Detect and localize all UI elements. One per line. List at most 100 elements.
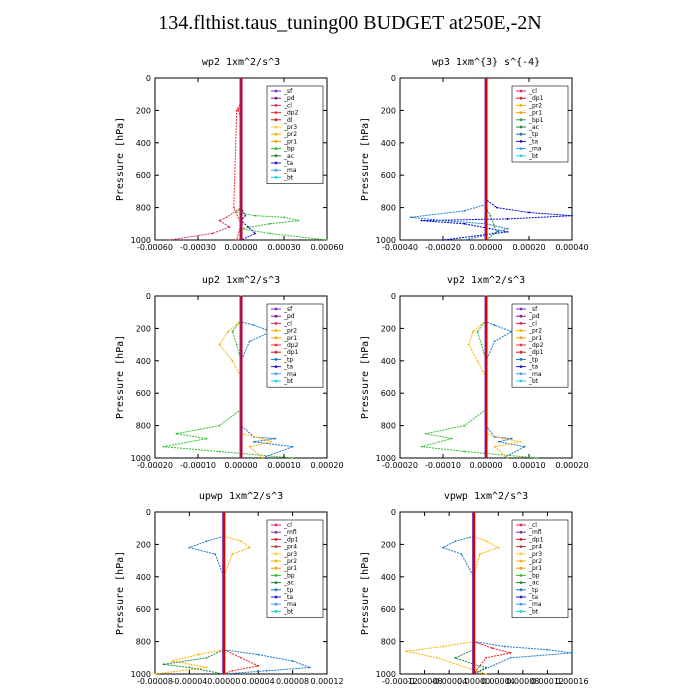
y-tick-label: 0 bbox=[146, 74, 151, 83]
legend-marker bbox=[519, 329, 523, 332]
chart-panel-3: up2 1xm^2/s^3 0 200 400 600 800 1000-0.00020 -0… bbox=[115, 275, 344, 470]
y-tick-label: 1000 bbox=[376, 454, 396, 463]
legend-entry: _pr1 bbox=[283, 335, 297, 342]
series-point bbox=[485, 673, 487, 675]
series-line-pr1 bbox=[218, 296, 273, 459]
y-tick-label: 200 bbox=[381, 106, 396, 115]
series-point bbox=[205, 666, 208, 669]
x-tick-label: 0.00016 bbox=[555, 677, 588, 686]
series-point bbox=[235, 239, 238, 241]
series-point bbox=[495, 206, 498, 209]
legend-entry: _pr2 bbox=[528, 102, 542, 109]
legend-entry: _bt bbox=[528, 608, 539, 615]
y-tick-label: 400 bbox=[381, 573, 396, 582]
legend-marker bbox=[274, 154, 278, 158]
legend-marker bbox=[274, 365, 278, 368]
legend-entry: _dp2 bbox=[283, 342, 299, 349]
x-tick-label: -0.00040 bbox=[382, 243, 418, 252]
series-point bbox=[510, 437, 513, 440]
series-point bbox=[231, 553, 234, 556]
legend-entry: _bp bbox=[283, 572, 295, 579]
legend-entry: _ta bbox=[528, 594, 538, 601]
series-point bbox=[308, 666, 311, 669]
y-tick-label: 400 bbox=[381, 357, 396, 366]
legend-entry: _ac bbox=[283, 580, 294, 587]
x-tick-label: 0.00004 bbox=[482, 677, 515, 686]
y-tick-label: 1000 bbox=[376, 670, 396, 679]
legend-marker bbox=[274, 588, 278, 592]
series-point bbox=[254, 232, 257, 235]
legend-entry: _dp2 bbox=[283, 110, 299, 117]
y-tick-label: 600 bbox=[381, 389, 396, 398]
legend-marker bbox=[274, 595, 278, 599]
series-point bbox=[205, 656, 208, 659]
series-point bbox=[253, 324, 255, 327]
y-tick-label: 0 bbox=[391, 292, 396, 301]
legend-marker bbox=[519, 610, 523, 613]
legend-marker bbox=[274, 329, 278, 332]
legend-marker bbox=[274, 343, 278, 347]
x-tick-label: -0.00010 bbox=[180, 461, 216, 470]
x-tick-label: 0.00004 bbox=[242, 677, 275, 686]
x-tick-label: 0.00010 bbox=[512, 461, 545, 470]
legend-entry: _pr2 bbox=[283, 558, 297, 565]
legend-entry: _ta bbox=[528, 138, 538, 145]
series-point bbox=[493, 340, 496, 343]
x-tick-label: -0.00004 bbox=[171, 677, 207, 686]
x-tick-label: 0.00020 bbox=[512, 243, 545, 252]
y-tick-label: 200 bbox=[381, 540, 396, 549]
chart-panel-5: upwp 1xm^2/s^3 0 200 400 600 800 1000-0.00008-… bbox=[115, 491, 344, 686]
x-tick-label: -0.00030 bbox=[180, 243, 216, 252]
legend-marker bbox=[519, 588, 523, 592]
legend-entry: _cl bbox=[528, 320, 537, 327]
x-tick-label: -0.00010 bbox=[425, 461, 461, 470]
legend-marker bbox=[274, 530, 278, 534]
legend-entry: _tp bbox=[283, 356, 293, 363]
legend-entry: _tp bbox=[528, 131, 538, 138]
legend-marker bbox=[519, 365, 523, 368]
series-line-ac bbox=[485, 78, 498, 241]
x-tick-label: -0.00008 bbox=[407, 677, 443, 686]
legend-entry: _dp1 bbox=[528, 95, 544, 102]
y-axis-label: Pressure [hPa] bbox=[115, 117, 126, 201]
x-tick-label: -0.00060 bbox=[137, 243, 173, 252]
legend-entry: _pr1 bbox=[283, 138, 297, 145]
legend-entry: _cl bbox=[283, 102, 292, 109]
legend-marker bbox=[274, 566, 278, 570]
legend-entry: _pr3 bbox=[283, 124, 297, 131]
series-point bbox=[463, 209, 466, 212]
series-point bbox=[247, 226, 250, 228]
series-point bbox=[420, 445, 423, 448]
series-point bbox=[268, 222, 271, 225]
legend-marker bbox=[274, 322, 278, 325]
x-tick-label: 0.00040 bbox=[555, 243, 588, 252]
series-point bbox=[218, 450, 221, 453]
y-tick-label: 600 bbox=[136, 171, 151, 180]
legend-marker bbox=[274, 118, 278, 122]
y-tick-label: 0 bbox=[146, 508, 151, 517]
series-point bbox=[283, 216, 285, 219]
legend-marker bbox=[519, 343, 523, 347]
legend-marker bbox=[274, 545, 278, 548]
series-line-tp bbox=[441, 512, 573, 675]
legend-entry: _ta bbox=[283, 594, 293, 601]
legend-marker bbox=[519, 140, 523, 143]
legend-marker bbox=[519, 552, 523, 556]
series-point bbox=[546, 648, 549, 651]
legend-entry: _pd bbox=[283, 313, 295, 320]
x-tick-label: 0.00010 bbox=[267, 461, 300, 470]
series-point bbox=[205, 540, 208, 543]
legend-marker bbox=[519, 104, 523, 107]
legend-entry: _pr2 bbox=[283, 131, 297, 138]
series-point bbox=[480, 343, 483, 346]
legend-entry: _mfl bbox=[283, 529, 297, 536]
y-tick-label: 400 bbox=[381, 139, 396, 148]
legend-marker bbox=[519, 118, 523, 122]
series-point bbox=[218, 424, 221, 427]
legend-entry: _pr1 bbox=[528, 335, 542, 342]
legend-entry: _pr1 bbox=[528, 565, 542, 572]
legend-marker bbox=[519, 372, 523, 376]
legend-entry: _cl bbox=[528, 522, 537, 529]
series-point bbox=[214, 553, 217, 556]
legend-entry: _pr2 bbox=[283, 328, 297, 335]
